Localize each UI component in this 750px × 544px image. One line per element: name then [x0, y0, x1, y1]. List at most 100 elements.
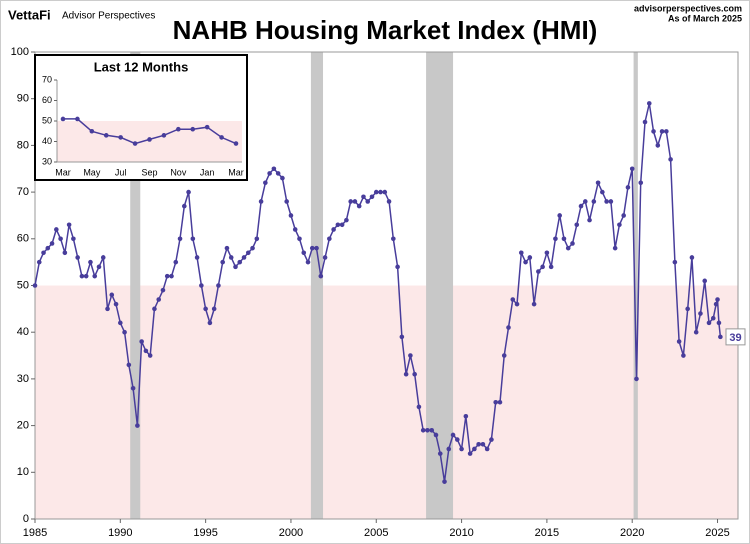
inset-x-tick-label: Sep: [141, 167, 157, 177]
point: [425, 427, 430, 433]
point: [561, 236, 567, 242]
as-of: As of March 2025: [668, 13, 742, 23]
point: [335, 222, 341, 228]
inset-y-tick-label: 40: [42, 136, 52, 146]
x-tick-label: 1990: [108, 527, 132, 539]
x-tick-label: 2000: [279, 527, 303, 539]
x-tick-label: 2010: [449, 527, 473, 539]
y-tick-label: 30: [17, 373, 29, 385]
inset-y-tick-label: 30: [42, 156, 52, 166]
point: [693, 329, 699, 335]
point: [612, 245, 618, 251]
inset-point: [233, 141, 239, 146]
point: [224, 245, 230, 251]
point: [442, 479, 447, 484]
point: [403, 371, 409, 377]
inset-point: [176, 126, 181, 132]
point: [527, 255, 533, 260]
point: [203, 306, 208, 312]
point: [429, 427, 435, 433]
chart-title: NAHB Housing Market Index (HMI): [173, 15, 598, 45]
point: [395, 264, 400, 270]
inset-point: [75, 116, 80, 122]
point: [331, 227, 336, 232]
y-tick-label: 40: [17, 326, 29, 338]
point: [536, 269, 541, 274]
inset-point: [161, 133, 167, 138]
point: [284, 199, 289, 204]
point: [600, 189, 605, 195]
point: [199, 283, 204, 288]
point: [459, 446, 464, 452]
point: [66, 222, 72, 228]
recession-band: [633, 52, 638, 519]
point: [604, 199, 609, 204]
point: [497, 399, 503, 405]
point: [109, 292, 115, 298]
point: [659, 129, 665, 134]
point: [92, 273, 98, 279]
point: [152, 306, 157, 312]
point: [135, 423, 140, 428]
point: [160, 287, 166, 293]
point: [207, 320, 213, 326]
point: [271, 166, 277, 172]
point: [681, 353, 686, 358]
point: [523, 259, 528, 265]
point: [476, 441, 481, 447]
inset-x-tick-label: Jul: [115, 167, 127, 177]
point: [489, 437, 494, 442]
point: [71, 236, 76, 242]
point: [318, 273, 324, 279]
point: [122, 329, 127, 335]
point: [467, 451, 473, 456]
point: [718, 334, 723, 340]
point: [233, 264, 238, 270]
point: [177, 236, 183, 242]
point: [501, 353, 507, 358]
point: [369, 194, 375, 200]
point: [629, 166, 635, 172]
point: [79, 273, 85, 279]
point: [96, 264, 102, 270]
y-tick-label: 20: [17, 420, 29, 432]
inset-x-tick-label: Mar: [228, 167, 244, 177]
point: [484, 446, 490, 452]
recession-band: [130, 52, 141, 519]
point: [574, 222, 580, 228]
inset-x-tick-label: May: [83, 167, 101, 177]
point: [715, 297, 720, 302]
point: [570, 241, 575, 246]
point: [416, 404, 422, 410]
point: [361, 194, 366, 200]
point: [544, 250, 550, 256]
point: [190, 236, 196, 242]
point: [587, 217, 592, 223]
point: [139, 339, 144, 344]
point: [258, 199, 264, 204]
point: [664, 129, 669, 134]
inset-point: [132, 141, 138, 146]
point: [713, 301, 719, 307]
point: [595, 180, 601, 186]
point: [216, 283, 221, 288]
point: [710, 315, 716, 321]
point: [228, 255, 234, 260]
inset-y-tick-label: 70: [42, 74, 52, 84]
inset-y-tick-label: 50: [42, 115, 52, 125]
point: [83, 273, 89, 279]
reference-band: [35, 285, 738, 519]
point: [557, 213, 562, 218]
point: [356, 203, 362, 209]
point: [373, 189, 379, 195]
y-tick-label: 60: [17, 233, 29, 245]
point: [621, 213, 626, 218]
point: [113, 301, 119, 307]
point: [672, 259, 678, 265]
point: [327, 236, 332, 242]
point: [540, 264, 545, 270]
point: [348, 199, 353, 204]
point: [220, 259, 225, 265]
point: [408, 353, 413, 358]
